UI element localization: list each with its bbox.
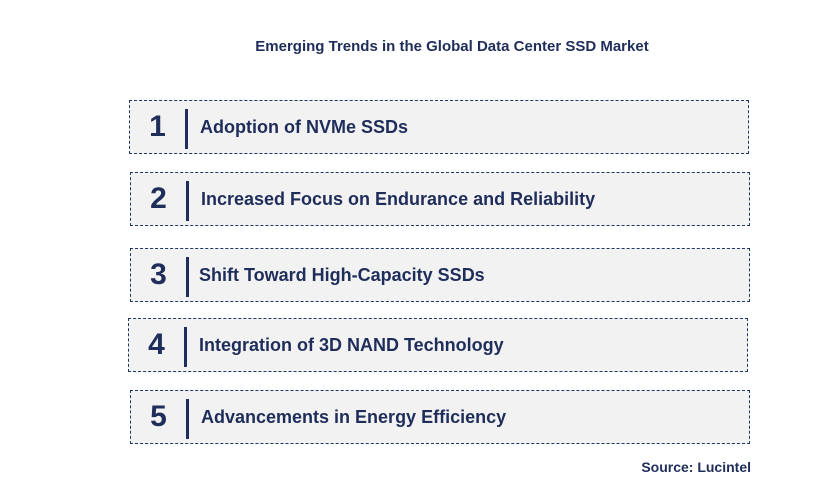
trend-number: 3 <box>150 258 167 291</box>
trend-item-1: 1 Adoption of NVMe SSDs <box>129 100 749 154</box>
trend-number: 4 <box>148 328 165 361</box>
divider-bar <box>184 327 187 367</box>
trend-label: Advancements in Energy Efficiency <box>201 406 507 427</box>
divider-bar <box>185 109 188 149</box>
trend-label: Shift Toward High-Capacity SSDs <box>199 264 485 285</box>
trend-item-4: 4 Integration of 3D NAND Technology <box>128 318 748 372</box>
trend-number: 1 <box>149 110 166 143</box>
trend-number: 5 <box>150 400 167 433</box>
divider-bar <box>186 181 189 221</box>
trend-item-2: 2 Increased Focus on Endurance and Relia… <box>130 172 750 226</box>
trend-item-3: 3 Shift Toward High-Capacity SSDs <box>130 248 750 302</box>
divider-bar <box>186 257 189 297</box>
trend-label: Adoption of NVMe SSDs <box>200 116 408 137</box>
trend-label: Increased Focus on Endurance and Reliabi… <box>201 188 596 209</box>
trend-number: 2 <box>150 182 167 215</box>
diagram-title: Emerging Trends in the Global Data Cente… <box>255 38 649 55</box>
divider-bar <box>186 399 189 439</box>
source-note: Source: Lucintel <box>641 459 751 475</box>
trend-label: Integration of 3D NAND Technology <box>199 334 504 355</box>
trend-item-5: 5 Advancements in Energy Efficiency <box>130 390 750 444</box>
